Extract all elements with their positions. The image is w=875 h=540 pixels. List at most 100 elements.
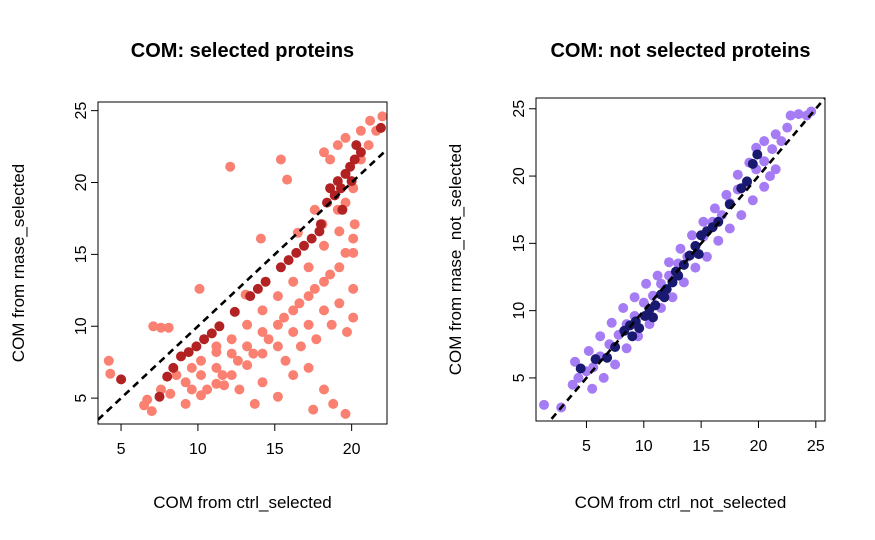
data-point [648, 312, 658, 323]
data-point [211, 362, 222, 373]
data-point [272, 319, 283, 330]
data-point [377, 111, 387, 122]
data-point [598, 372, 609, 383]
y-axis-label: COM from rnase_selected [9, 164, 28, 362]
y-tick-label: 20 [511, 167, 528, 185]
data-point [747, 158, 758, 169]
series-1 [116, 122, 386, 402]
data-point [349, 219, 360, 230]
data-point [782, 122, 793, 133]
data-point [355, 125, 366, 136]
data-point [295, 341, 306, 352]
data-point [355, 147, 366, 158]
right-scatter-panel: COM: not selected proteins 5 10 15 20 25 5 10 15… [446, 40, 826, 512]
x-tick-label: 10 [635, 438, 653, 455]
y-tick-label: 15 [511, 234, 528, 252]
data-point [282, 174, 293, 185]
x-tick-label: 20 [343, 441, 361, 458]
data-point [713, 235, 724, 246]
data-point [687, 230, 697, 241]
data-point [575, 363, 586, 374]
data-point [340, 168, 351, 179]
data-point [759, 181, 770, 192]
data-point [334, 226, 345, 237]
data-point [319, 147, 329, 158]
data-point [675, 243, 686, 254]
data-point [311, 334, 322, 345]
x-tick-label: 5 [582, 438, 591, 455]
data-point [252, 283, 263, 294]
data-point [634, 323, 645, 334]
data-point [588, 362, 599, 373]
data-point [242, 341, 253, 352]
data-point [567, 379, 578, 390]
data-point [573, 372, 584, 383]
data-point [732, 169, 743, 180]
y-tick-label: 15 [73, 245, 90, 263]
data-point [652, 270, 663, 281]
data-point [309, 283, 320, 294]
data-point [770, 164, 781, 175]
data-point [629, 292, 640, 303]
data-point [206, 328, 217, 339]
data-point [650, 300, 661, 311]
data-point [678, 277, 689, 288]
data-point [759, 156, 770, 167]
x-tick-label: 5 [117, 441, 126, 458]
data-point [693, 249, 704, 260]
data-point [337, 204, 348, 215]
data-point [701, 251, 712, 262]
data-point [105, 368, 116, 379]
data-point [570, 356, 580, 367]
points-layer [539, 106, 817, 413]
data-point [322, 197, 332, 208]
data-point [308, 404, 319, 415]
data-point [186, 384, 197, 395]
data-point [329, 190, 340, 201]
data-point [191, 341, 202, 352]
data-point [186, 362, 197, 373]
data-point [163, 322, 174, 333]
data-point [196, 370, 206, 381]
data-point [156, 322, 166, 333]
data-point [375, 122, 386, 133]
data-point [229, 306, 240, 317]
data-point [348, 247, 359, 258]
data-point [199, 334, 210, 345]
data-point [275, 262, 286, 273]
data-point [618, 303, 629, 313]
data-point [709, 203, 720, 214]
data-point [667, 292, 678, 303]
data-point [249, 398, 260, 409]
data-point [539, 399, 549, 410]
data-point [257, 327, 268, 337]
data-point [288, 305, 299, 316]
data-point [747, 195, 758, 206]
data-point [245, 291, 256, 302]
data-point [785, 110, 796, 121]
data-point [776, 136, 787, 147]
data-point [309, 204, 320, 215]
left-scatter-panel: COM: selected proteins 5 10 15 20 5 10 15 20 25 CO… [9, 40, 388, 512]
data-point [595, 331, 606, 342]
data-point [219, 380, 230, 391]
data-point [806, 106, 817, 117]
data-point [348, 233, 359, 244]
data-point [255, 233, 266, 244]
data-point [334, 298, 345, 309]
data-point [638, 297, 649, 308]
data-point [260, 276, 271, 287]
data-point [248, 348, 259, 359]
data-point [325, 269, 336, 280]
y-tick-label: 10 [73, 317, 90, 335]
data-point [332, 176, 343, 187]
data-point [765, 171, 775, 182]
data-point [288, 276, 299, 287]
data-point [319, 276, 329, 287]
data-point [202, 384, 213, 395]
plot-frame [535, 97, 826, 422]
data-point [641, 278, 652, 289]
data-point [602, 352, 613, 363]
data-point [342, 327, 352, 337]
